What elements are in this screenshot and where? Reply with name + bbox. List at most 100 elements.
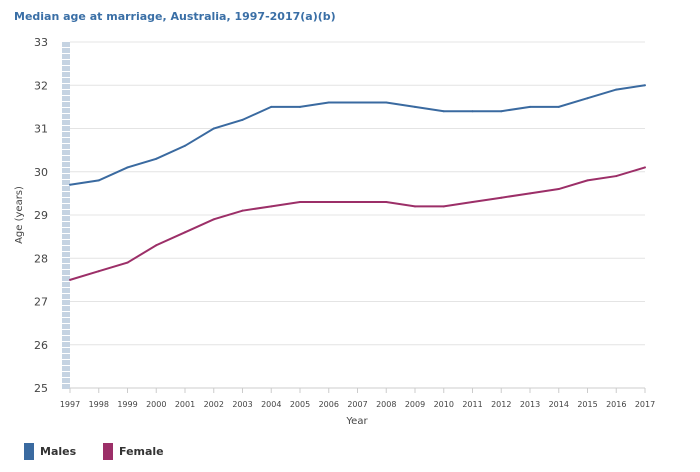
data-point-males (414, 105, 416, 108)
y-tick-label: 33 (34, 36, 48, 49)
y-tick-label: 26 (34, 339, 48, 352)
x-tick-label: 1997 (60, 400, 80, 409)
y-axis-band (62, 186, 70, 191)
y-tick-label: 25 (34, 382, 48, 395)
x-tick-label: 2001 (175, 400, 195, 409)
x-tick-label: 2015 (577, 400, 597, 409)
y-axis-band (62, 306, 70, 311)
data-point-female (529, 192, 531, 195)
data-point-female (586, 179, 589, 182)
data-point-males (529, 105, 531, 108)
y-axis-band (62, 300, 70, 305)
data-point-males (500, 110, 503, 113)
data-point-female (241, 209, 244, 212)
y-axis-band (62, 114, 70, 119)
data-point-female (442, 205, 445, 208)
x-tick-label: 1998 (89, 400, 109, 409)
y-axis-band (62, 312, 70, 317)
data-point-female (356, 201, 359, 204)
y-axis-band (62, 150, 70, 155)
y-axis-band (62, 48, 70, 53)
data-point-males (327, 101, 330, 104)
y-axis-band (62, 372, 70, 377)
series-line-males (69, 84, 646, 186)
line-chart: 25 26 27 28 29 30 31 32 33 1997 1998 1999 2000 2001 20… (14, 36, 655, 427)
y-axis-band (62, 54, 70, 59)
chart-title: Median age at marriage, Australia, 1997-… (14, 10, 336, 23)
x-tick-label: 2004 (261, 400, 281, 409)
data-point-males (69, 183, 71, 186)
data-point-males (557, 105, 560, 108)
y-axis-band (62, 108, 70, 113)
y-axis-band (62, 204, 70, 209)
y-axis-band (62, 216, 70, 221)
x-tick-label: 2009 (405, 400, 425, 409)
y-axis-label: Age (years) (14, 186, 25, 244)
y-axis-band (62, 60, 70, 65)
x-tick-label: 2000 (146, 400, 166, 409)
y-axis-band (62, 384, 70, 389)
x-tick-label: 2006 (319, 400, 339, 409)
y-axis-band (62, 222, 70, 227)
data-point-female (299, 201, 301, 204)
y-axis-band (62, 336, 70, 341)
y-tick-label: 28 (34, 252, 48, 265)
males-swatch (24, 443, 34, 460)
data-point-males (356, 101, 359, 104)
y-axis-band (62, 354, 70, 359)
y-axis-band (62, 174, 70, 179)
data-point-female (212, 218, 215, 221)
data-point-female (615, 175, 618, 178)
y-axis-band (62, 288, 70, 293)
y-tick-label: 30 (34, 166, 48, 179)
y-axis-band (62, 78, 70, 83)
y-axis-band (62, 234, 70, 239)
y-axis-band (62, 324, 70, 329)
data-point-males (155, 157, 158, 160)
y-axis-band (62, 378, 70, 383)
data-point-males (126, 166, 129, 169)
legend-item-males[interactable]: Males (24, 443, 76, 460)
y-axis-band (62, 180, 70, 185)
y-axis-band (62, 132, 70, 137)
x-tick-label: 2013 (520, 400, 540, 409)
y-axis-band (62, 294, 70, 299)
x-axis-label: Year (345, 416, 368, 427)
legend-item-female[interactable]: Female (103, 443, 164, 460)
data-point-female (414, 205, 416, 208)
y-axis-band (62, 348, 70, 353)
y-axis-band (62, 120, 70, 125)
data-point-female (500, 196, 503, 199)
y-axis-band (62, 90, 70, 95)
y-axis-band (62, 66, 70, 71)
x-tick-label: 2010 (434, 400, 454, 409)
y-axis-band (62, 270, 70, 275)
data-point-males (644, 84, 646, 87)
y-axis-band (62, 102, 70, 107)
x-tick-label: 2011 (462, 400, 482, 409)
x-tick-label: 2007 (347, 400, 367, 409)
y-axis-band (62, 144, 70, 149)
y-axis-band (62, 360, 70, 365)
y-axis-band (62, 126, 70, 131)
data-point-males (586, 97, 589, 100)
data-point-males (241, 118, 244, 121)
data-point-female (270, 205, 273, 208)
x-tick-label: 2008 (376, 400, 396, 409)
y-axis-band (62, 84, 70, 89)
y-axis-band (62, 246, 70, 251)
data-point-males (270, 105, 273, 108)
data-point-males (471, 110, 474, 113)
y-axis-band (62, 342, 70, 347)
data-point-female (126, 261, 129, 264)
y-axis-band (62, 192, 70, 197)
x-tick-label: 2017 (635, 400, 655, 409)
y-axis-band (62, 72, 70, 77)
data-point-female (184, 231, 186, 234)
y-axis-band (62, 240, 70, 245)
data-point-males (184, 144, 186, 147)
y-tick-label: 31 (34, 123, 48, 136)
y-axis-band (62, 276, 70, 281)
y-axis-band (62, 228, 70, 233)
legend-label-males: Males (40, 445, 77, 458)
